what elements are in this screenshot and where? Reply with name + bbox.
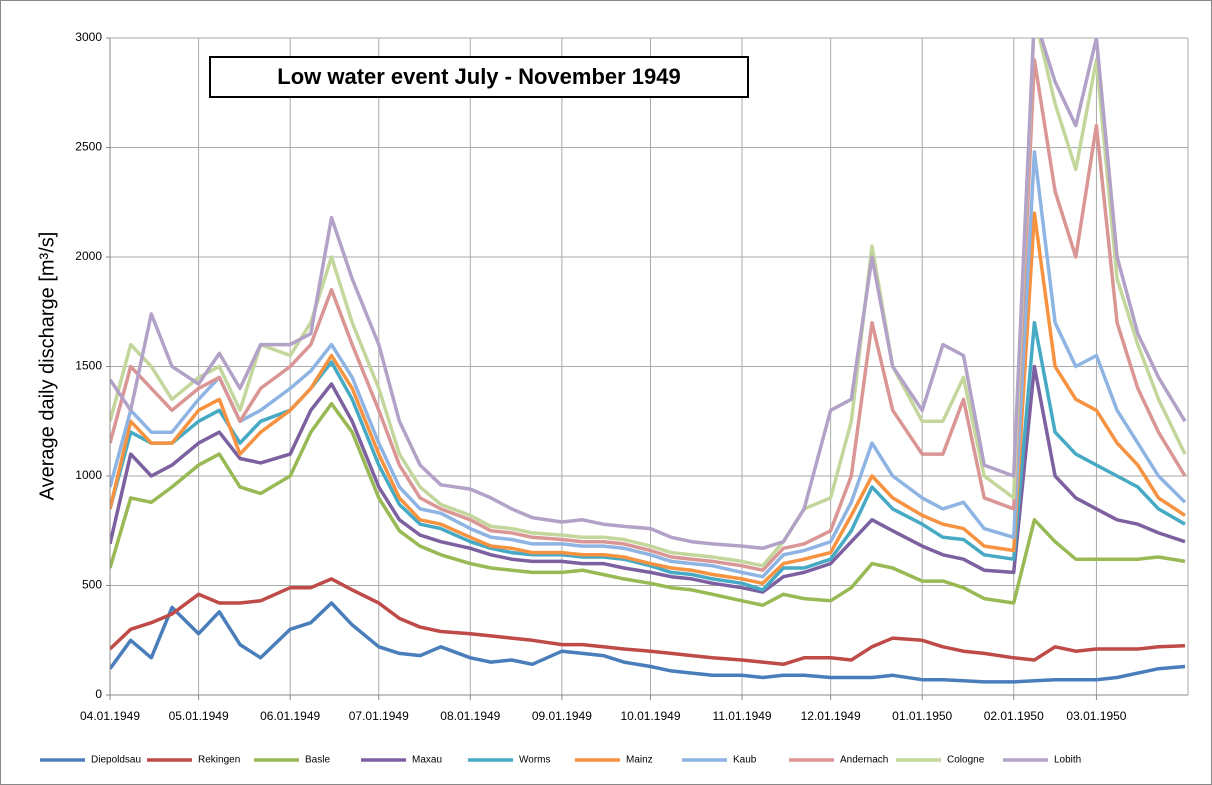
y-tick-label: 1000: [75, 468, 102, 482]
series-line: [110, 401, 1186, 607]
legend-label: Cologne: [947, 755, 985, 766]
x-tick-label: 09.01.1949: [532, 709, 592, 723]
x-tick-label: 10.01.1949: [620, 709, 680, 723]
legend-label: Rekingen: [198, 755, 240, 766]
series-line: [110, 58, 1187, 572]
y-axis-label: Average daily discharge [m³/s]: [36, 232, 58, 501]
x-tick-label: 01.01.1950: [892, 709, 952, 723]
series-line: [110, 211, 1186, 586]
legend-label: Mainz: [626, 755, 653, 766]
x-tick-label: 06.01.1949: [260, 709, 320, 723]
x-tick-label: 08.01.1949: [440, 709, 500, 723]
legend-label: Lobith: [1054, 755, 1081, 766]
legend-label: Basle: [305, 755, 330, 766]
series-line: [110, 364, 1186, 594]
y-tick-label: 2000: [75, 249, 102, 263]
y-tick-label: 2500: [75, 140, 102, 154]
x-tick-label: 04.01.1949: [80, 709, 140, 723]
y-tick-label: 0: [95, 687, 102, 701]
title-box: [209, 56, 749, 98]
x-tick-label: 05.01.1949: [169, 709, 229, 723]
chart-title: Low water event July - November 1949: [277, 64, 681, 89]
series-line: [110, 38, 1187, 551]
x-tick-label: 11.01.1949: [712, 709, 771, 723]
y-tick-label: 1500: [75, 359, 102, 373]
legend-label: Diepoldsau: [91, 755, 141, 766]
series-line: [110, 577, 1186, 667]
series-line: [110, 150, 1187, 579]
legend-label: Andernach: [840, 755, 888, 766]
x-tick-label: 03.01.1950: [1066, 709, 1126, 723]
x-tick-label: 07.01.1949: [349, 709, 409, 723]
legend-label: Worms: [519, 755, 550, 766]
x-tick-label: 12.01.1949: [801, 709, 861, 723]
plot: [110, 38, 1187, 684]
series-line: [110, 601, 1186, 684]
x-tick-label: 02.01.1950: [984, 709, 1044, 723]
series-line: [110, 38, 1187, 568]
y-tick-label: 3000: [75, 30, 102, 44]
y-tick-label: 500: [82, 578, 102, 592]
legend-label: Maxau: [412, 755, 442, 766]
legend-label: Kaub: [733, 755, 757, 766]
